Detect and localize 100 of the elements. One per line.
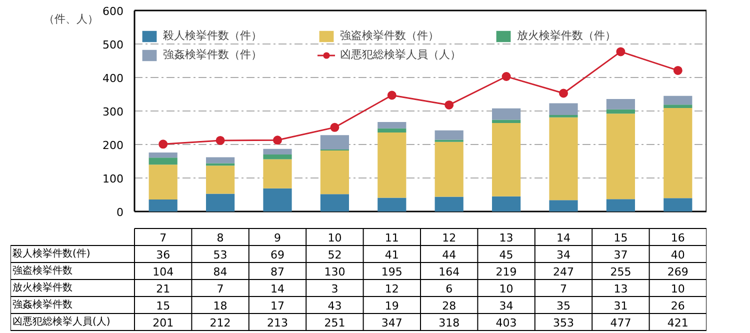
legend-label: 殺人検挙件数（件）	[163, 28, 263, 43]
bar	[664, 198, 692, 212]
legend-label: 強盗検挙件数（件）	[340, 28, 440, 43]
bar	[664, 104, 692, 108]
data-label: 195	[381, 266, 402, 278]
data-label: 18	[213, 300, 228, 312]
data-label: 26	[670, 300, 685, 312]
data-label: 104	[152, 266, 174, 278]
x-tick-label: 10	[328, 232, 342, 244]
bar	[549, 103, 578, 116]
data-label: 164	[438, 266, 460, 278]
point	[273, 136, 282, 145]
bar	[206, 157, 235, 164]
bar	[378, 122, 406, 128]
bar	[664, 96, 692, 105]
data-label: 251	[324, 316, 346, 330]
data-label: 269	[667, 266, 688, 278]
data-label: 12	[384, 282, 399, 296]
y-tick-label: 400	[102, 72, 124, 85]
point	[216, 136, 225, 145]
point	[502, 72, 511, 81]
data-label: 28	[442, 300, 456, 312]
x-tick-label: 11	[384, 232, 399, 244]
bar	[378, 132, 406, 198]
y-axis-title: （件、人）	[44, 12, 98, 26]
x-tick-label: 12	[442, 232, 456, 244]
data-label: 6	[446, 282, 453, 296]
x-tick-label: 13	[499, 232, 514, 244]
bar	[492, 123, 521, 196]
bar	[606, 199, 635, 212]
data-label: 318	[438, 316, 460, 330]
data-label: 52	[328, 248, 342, 262]
bar	[606, 114, 635, 200]
point	[444, 100, 454, 110]
data-label: 35	[556, 300, 570, 312]
data-label: 130	[324, 266, 346, 278]
data-label: 403	[496, 316, 517, 330]
bar	[492, 196, 521, 212]
bar	[606, 98, 635, 110]
bar	[263, 154, 292, 160]
point	[158, 140, 168, 149]
data-label: 201	[152, 316, 174, 330]
point	[387, 90, 396, 100]
legend-label: 強姦検挙件数（件）	[163, 47, 263, 62]
data-label: 41	[384, 248, 399, 262]
bar	[206, 194, 235, 212]
data-label: 69	[270, 248, 284, 262]
bar	[320, 150, 349, 194]
text: 殺人検挙件数(件)	[12, 248, 90, 260]
legend-label: 放火検挙件数（件）	[517, 28, 617, 43]
data-label: 10	[499, 282, 514, 296]
data-label: 87	[270, 266, 284, 278]
data-label: 10	[670, 282, 685, 296]
point	[559, 88, 568, 98]
bar	[664, 108, 692, 198]
data-label: 477	[610, 316, 632, 330]
data-label: 44	[442, 248, 456, 262]
bar	[148, 199, 178, 212]
y-tick-label: 200	[102, 139, 124, 152]
data-label: 34	[556, 248, 570, 262]
data-label: 21	[156, 282, 170, 296]
data-label: 45	[499, 248, 514, 262]
data-label: 19	[384, 300, 399, 312]
data-label: 14	[270, 282, 284, 296]
y-tick-label: 0	[116, 206, 124, 219]
data-label: 53	[213, 248, 228, 262]
bar	[263, 188, 292, 212]
x-tick-label: 15	[614, 232, 628, 244]
data-label: 255	[610, 266, 632, 278]
y-tick-label: 100	[102, 172, 124, 186]
data-label: 40	[670, 248, 685, 262]
bar	[606, 109, 635, 114]
data-label: 37	[614, 248, 628, 262]
text: 強姦検挙件数	[12, 298, 72, 310]
text: 強盗検挙件数	[12, 264, 72, 276]
x-tick-label: 16	[670, 232, 685, 244]
legend-label: 凶悪犯総検挙人員（人）	[340, 47, 462, 62]
y-tick-label: 500	[102, 38, 124, 52]
bar	[263, 159, 292, 188]
bar	[434, 130, 464, 140]
point	[330, 122, 340, 132]
data-label: 212	[210, 316, 231, 330]
bar	[434, 142, 464, 197]
bar	[263, 148, 292, 155]
data-label: 7	[560, 282, 567, 296]
data-label: 13	[614, 282, 628, 296]
bar	[434, 196, 464, 212]
bar	[148, 158, 178, 165]
bar	[148, 164, 178, 200]
bar	[378, 128, 406, 132]
data-label: 247	[553, 266, 574, 278]
bar	[492, 108, 521, 120]
point	[673, 66, 682, 75]
data-label: 353	[553, 316, 574, 330]
data-label: 3	[331, 282, 338, 296]
bar	[148, 152, 178, 158]
bar	[549, 117, 578, 200]
data-label: 421	[667, 316, 688, 330]
x-tick-label: 14	[556, 232, 570, 244]
bar	[206, 166, 235, 194]
